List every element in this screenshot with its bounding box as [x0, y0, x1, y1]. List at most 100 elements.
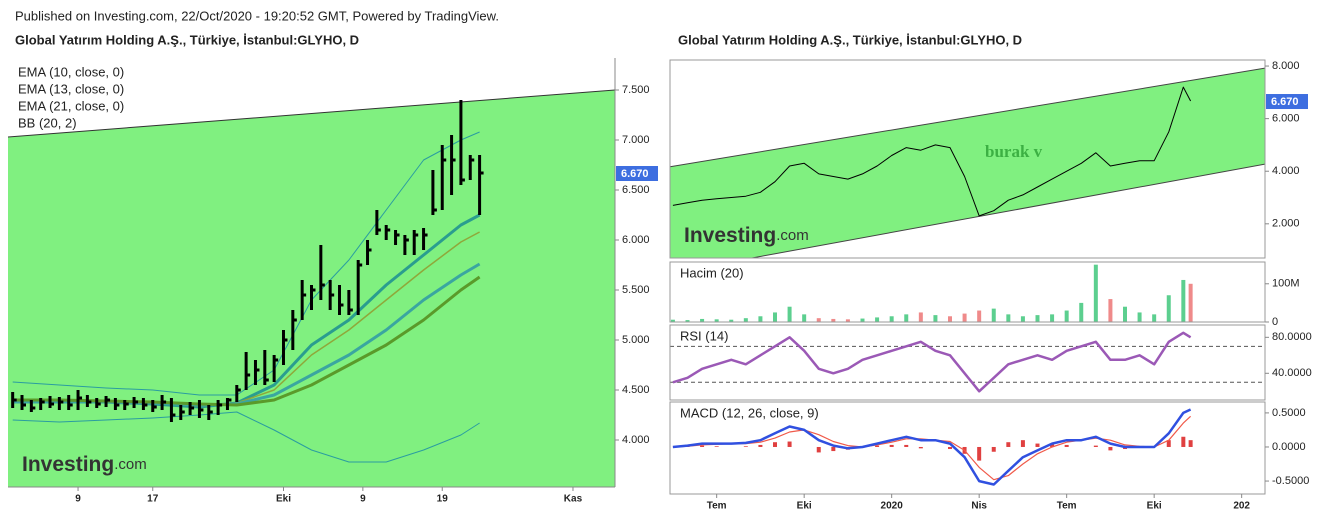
histogram-bar	[773, 442, 777, 447]
volume-bar	[889, 316, 894, 322]
bollinger-band	[12, 411, 480, 463]
histogram-bar	[758, 444, 763, 447]
histogram-bar	[948, 446, 952, 450]
volume-bar	[1152, 314, 1157, 322]
volume-bar	[700, 318, 705, 322]
histogram-bar	[1181, 436, 1186, 447]
volume-bar	[743, 318, 748, 322]
published-note: Published on Investing.com, 22/Oct/2020 …	[15, 8, 499, 23]
volume-bar	[1166, 295, 1171, 322]
y-tick-label: 6.500	[622, 184, 650, 196]
y-tick-label: 40.0000	[1272, 367, 1312, 379]
volume-bar	[831, 318, 836, 322]
volume-bar	[773, 312, 777, 322]
x-tick-label: 202	[1233, 501, 1250, 510]
trendline	[8, 89, 615, 138]
histogram-bar	[1035, 443, 1040, 447]
panel-border	[669, 324, 1266, 401]
plot-area	[672, 408, 1193, 486]
plot-area	[8, 89, 615, 487]
y-tick-label: 6.000	[622, 234, 650, 246]
y-tick-label: 6.000	[1272, 113, 1300, 125]
volume-bar	[904, 314, 909, 322]
histogram-bar	[1020, 440, 1025, 447]
y-tick-label: 0.5000	[1272, 407, 1306, 419]
histogram-bar	[889, 444, 894, 447]
histogram-bar	[1166, 440, 1171, 447]
annotation: burak v	[985, 142, 1043, 161]
x-tick-label: Eki	[1147, 501, 1162, 510]
panel-title: Hacim (20)	[680, 265, 744, 280]
histogram-bar	[787, 441, 792, 447]
y-tick-label: 80.0000	[1272, 331, 1312, 343]
x-tick-label: 9	[360, 494, 366, 505]
legend-entry: EMA (10, close, 0)	[18, 64, 124, 79]
volume-bar	[991, 308, 996, 322]
histogram-bar	[1050, 443, 1055, 447]
watermark: Investing.com	[22, 453, 147, 476]
histogram-bar	[831, 446, 836, 452]
chart-title: Global Yatırım Holding A.Ş., Türkiye, İs…	[678, 32, 1022, 47]
y-tick-label: 5.000	[622, 334, 650, 346]
x-tick-label: 19	[437, 494, 449, 505]
price-line	[672, 86, 1192, 217]
x-tick-label: 17	[147, 494, 159, 505]
histogram-bar	[1006, 442, 1011, 447]
chart-title: Global Yatırım Holding A.Ş., Türkiye, İs…	[15, 32, 359, 47]
x-tick-label: Tem	[707, 501, 727, 510]
volume-bar	[787, 306, 792, 322]
volume-bar	[758, 316, 763, 322]
y-tick-label: 8.000	[1272, 60, 1300, 72]
last-price-label: 6.670	[621, 168, 649, 180]
volume-bar	[802, 314, 807, 322]
watermark-brand: Investing	[22, 453, 114, 476]
panel-border	[669, 261, 1266, 323]
x-tick-label: Eki	[276, 494, 291, 505]
histogram-bar	[700, 445, 705, 447]
y-tick-label: 2.000	[1272, 218, 1300, 230]
y-tick-label: 0	[1272, 316, 1278, 328]
volume-bar	[1035, 315, 1040, 322]
volume-bar	[714, 319, 719, 322]
volume-bar	[1006, 314, 1011, 322]
y-tick-label: 5.500	[622, 284, 650, 296]
volume-bar	[1188, 283, 1193, 322]
y-tick-label: 0.0000	[1272, 441, 1306, 453]
volume-bar	[1123, 306, 1127, 322]
channel-line	[749, 163, 1265, 258]
volume-bar	[729, 319, 734, 322]
histogram-bar	[1188, 440, 1193, 447]
x-tick-label: Tem	[1057, 501, 1077, 510]
price-line	[672, 331, 1192, 393]
legend-entry: BB (20, 2)	[18, 115, 77, 130]
histogram-bar	[1108, 446, 1113, 451]
last-price-box	[616, 166, 658, 181]
histogram-bar	[714, 446, 719, 447]
y-tick-label: 100M	[1272, 278, 1300, 290]
x-tick-label: Nis	[971, 501, 987, 510]
channel-line	[670, 67, 1265, 168]
histogram-bar	[918, 446, 923, 449]
panel-border	[669, 401, 1266, 495]
last-price-label: 6.670	[1271, 96, 1299, 108]
volume-bar	[933, 315, 938, 322]
volume-bar	[1093, 264, 1098, 322]
plot-area	[670, 67, 1265, 258]
y-tick-label: 7.000	[622, 134, 650, 146]
volume-bar	[1020, 316, 1025, 322]
volume-bar	[1050, 314, 1055, 322]
histogram-bar	[1093, 445, 1098, 447]
x-tick-label: 9	[75, 494, 81, 505]
volume-bar	[1108, 299, 1113, 322]
y-tick-label: 4.500	[622, 384, 650, 396]
volume-bar	[845, 319, 850, 322]
watermark-suffix: .com	[114, 456, 147, 473]
histogram-bar	[991, 446, 996, 452]
histogram-bar	[1064, 444, 1069, 447]
volume-bar	[860, 318, 865, 322]
y-tick-label: 7.500	[622, 84, 650, 96]
histogram-bar	[816, 446, 821, 453]
volume-bar	[670, 319, 675, 322]
histogram-bar	[743, 446, 748, 447]
